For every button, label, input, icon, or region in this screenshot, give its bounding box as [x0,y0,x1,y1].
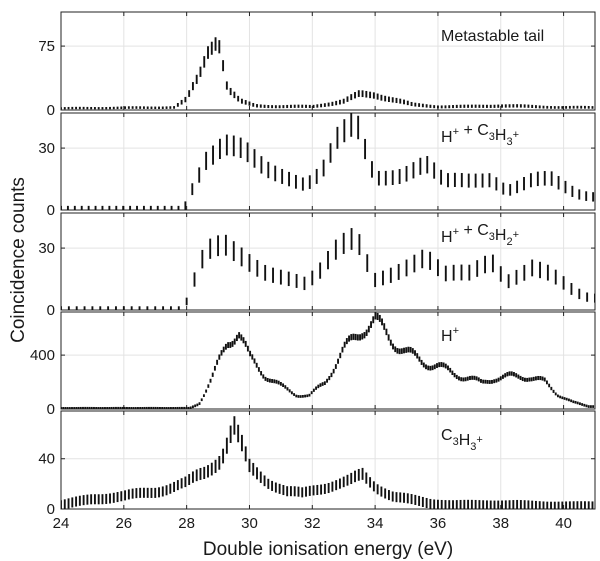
panel-h-c3h3: 0 30 H+ + C3H3+ [38,112,596,219]
y-tick-label: 0 [47,202,55,219]
panel-frame [60,212,596,311]
y-tick-label: 30 [38,140,55,157]
y-tick-label: 40 [38,451,55,468]
error-bars [61,416,594,509]
y-tick-label: 0 [47,501,55,518]
x-tick-label: 28 [178,515,195,532]
y-tick-label: 0 [47,401,55,418]
panel-label: H+ + C3H2+ [441,222,519,248]
panel-label: Metastable tail [441,28,544,45]
panel-h: 0 400 H+ [30,311,596,418]
y-axis-title: Coincidence counts [8,177,29,343]
panel-metastable: 0 75 Metastable tail [38,11,596,119]
panel-label: C3H3+ [441,427,483,453]
y-tick-label: 30 [38,240,55,257]
y-tick-label: 400 [30,347,55,364]
error-bars [61,228,595,310]
y-tick-label: 0 [47,302,55,319]
panel-frame [60,311,596,410]
panel-h-c3h2: 0 30 H+ + C3H2+ [38,212,596,319]
panels-layer: 0 75 Metastable tail 0 30 H+ + C3H3+ 0 30 H+ + C… [30,11,596,518]
x-axis-title: Double ionisation energy (eV) [203,539,453,560]
y-tick-label: 75 [38,38,55,55]
error-bars [61,312,595,409]
x-tick-label: 26 [115,515,132,532]
x-tick-label: 34 [367,515,384,532]
y-tick-label: 0 [47,102,55,119]
error-bars [61,113,595,210]
panel-label: H+ + C3H3+ [441,122,519,148]
x-tick-label: 24 [53,515,70,532]
x-tick-label: 40 [555,515,572,532]
x-tick-label: 38 [492,515,509,532]
x-tick-label: 36 [430,515,447,532]
error-bars [61,37,594,110]
x-axis-ticks: 24 26 28 30 32 34 36 38 40 [53,515,572,532]
panel-label: H+ [441,325,459,345]
x-tick-label: 30 [241,515,258,532]
panel-frame [60,11,596,111]
panel-frame [60,410,596,510]
panel-frame [60,112,596,211]
panel-c3h3: 0 40 C3H3+ [38,410,596,518]
x-tick-label: 32 [304,515,321,532]
